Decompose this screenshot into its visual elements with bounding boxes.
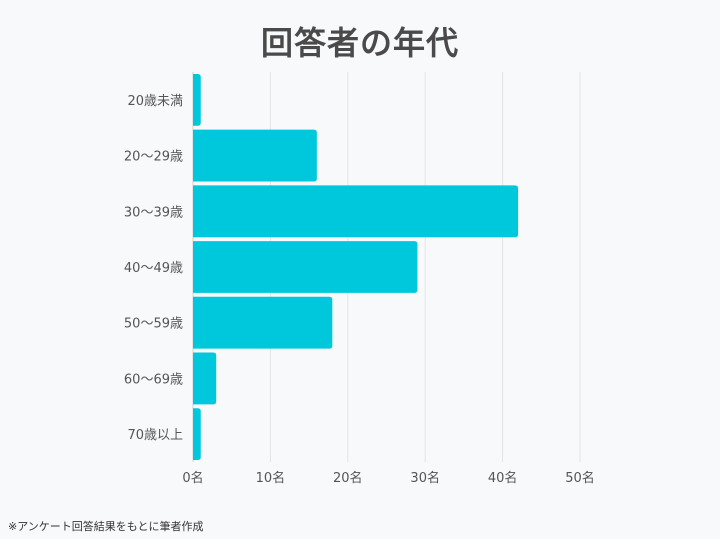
bar	[193, 185, 519, 238]
category-label: 40〜49歳	[124, 261, 183, 276]
bar	[193, 408, 201, 461]
bar	[193, 296, 333, 349]
x-tick-label: 30名	[410, 470, 440, 486]
category-label: 70歳以上	[127, 428, 183, 443]
x-tick-label: 40名	[488, 470, 518, 486]
footnote: ※アンケート回答結果をもとに筆者作成	[8, 520, 204, 533]
bar	[193, 73, 201, 126]
category-labels: 20歳未満 20〜29歳 30〜39歳 40〜49歳 50〜59歳 60〜69歳 70歳以上	[124, 94, 183, 443]
chart-title: 回答者の年代	[260, 24, 459, 62]
x-tick-label: 10名	[256, 470, 286, 486]
x-tick-labels: 0名 10名 20名 30名 40名 50名	[182, 470, 594, 486]
x-tick-label: 0名	[182, 470, 203, 486]
x-tick-label: 50名	[565, 470, 595, 486]
category-label: 20歳未満	[127, 94, 183, 109]
category-label: 50〜59歳	[124, 317, 183, 332]
bar	[193, 241, 418, 293]
bars	[193, 73, 519, 461]
bar	[193, 129, 317, 182]
category-label: 30〜39歳	[124, 205, 183, 220]
category-label: 60〜69歳	[124, 372, 183, 387]
category-label: 20〜29歳	[124, 150, 183, 165]
bar	[193, 352, 217, 405]
x-tick-label: 20名	[333, 470, 363, 486]
